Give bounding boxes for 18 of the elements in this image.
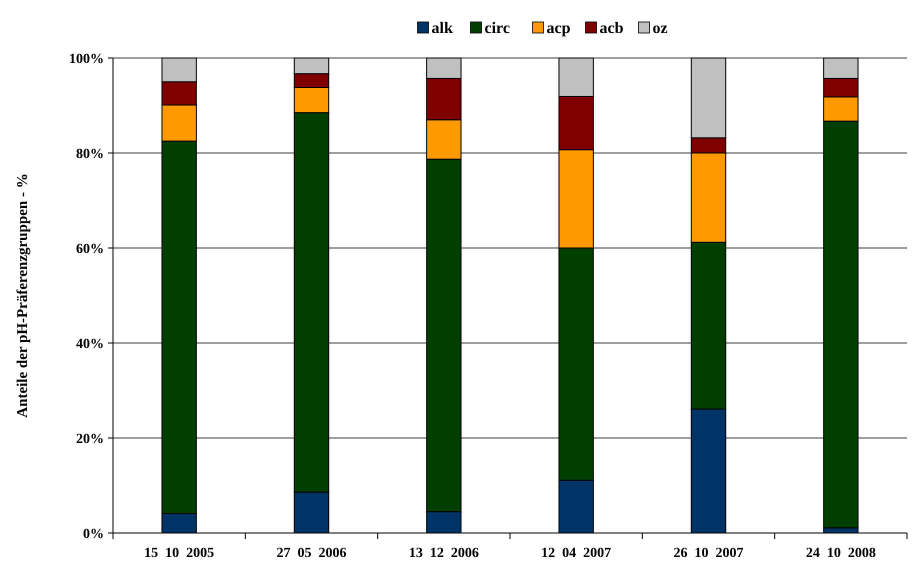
x-tick-label: 12 04 2007 <box>541 546 612 561</box>
y-tick-label: 60% <box>76 242 104 257</box>
y-tick-label: 40% <box>76 336 104 352</box>
x-tick-label: 24 10 2008 <box>806 546 876 561</box>
legend-label: acp <box>546 20 571 37</box>
y-tick-label: 0% <box>83 526 104 542</box>
x-tick-label: 13 12 2006 <box>408 546 479 561</box>
legend-label: alk <box>432 20 453 37</box>
y-tick-label: 80% <box>76 146 104 162</box>
y-tick-label: 100% <box>69 52 104 67</box>
legend-label: circ <box>484 20 510 37</box>
y-tick-label: 20% <box>76 432 104 447</box>
legend-label: acb <box>600 20 624 37</box>
x-tick-label: 26 10 2007 <box>674 546 744 561</box>
x-tick-label: 27 05 2006 <box>276 546 346 561</box>
x-tick-label: 15 10 2005 <box>144 546 214 561</box>
y-axis-title: Anteile der pH-Präferenzgruppen - % <box>15 173 31 418</box>
legend-label: oz <box>652 20 668 37</box>
